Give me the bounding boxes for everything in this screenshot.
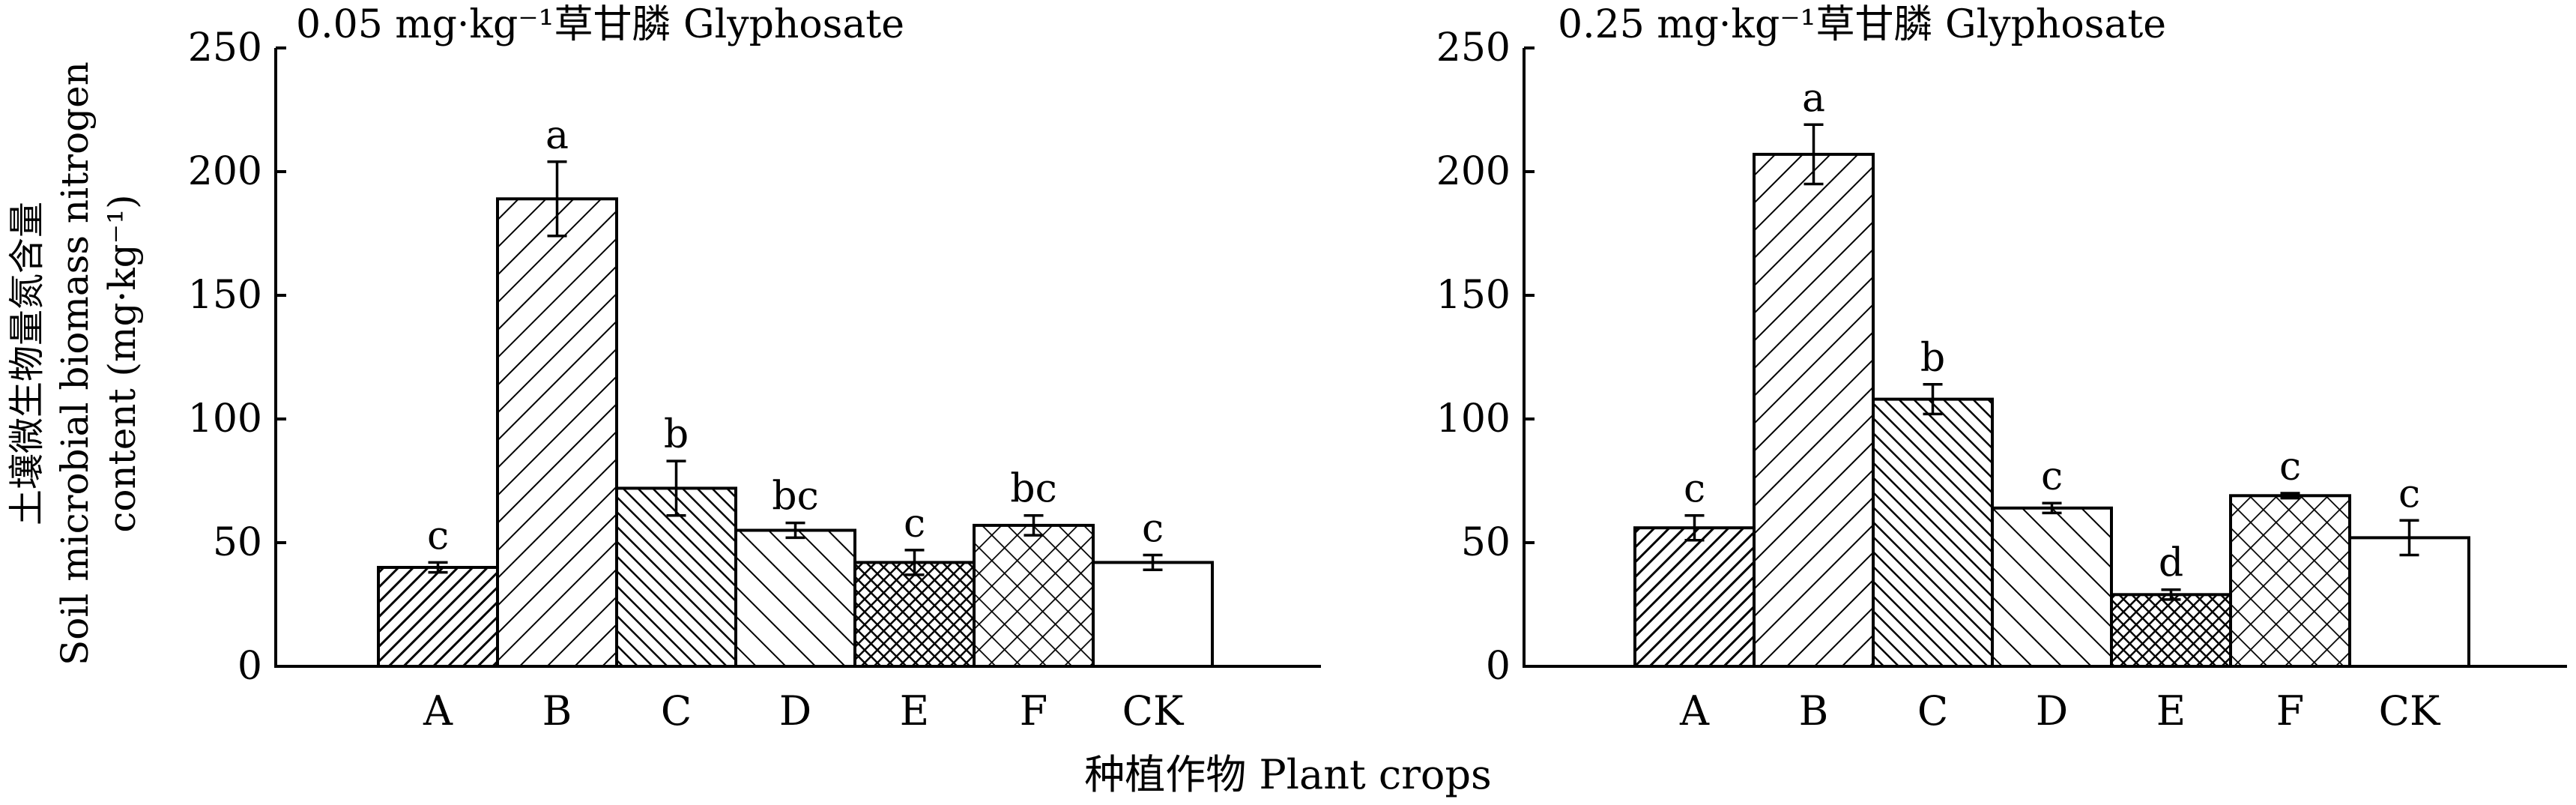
bar-CK <box>1092 561 1214 669</box>
y-tick-label: 50 <box>213 520 262 565</box>
bar-CK <box>2348 536 2470 669</box>
x-tick-label: D <box>779 687 811 735</box>
y-axis-label-en-line1: Soil microbial biomass nitrogen <box>53 61 97 666</box>
x-tick-label: E <box>900 687 929 735</box>
bar-D <box>1991 506 2113 668</box>
bar-B <box>1753 152 1875 668</box>
bar-C <box>1872 397 1994 668</box>
significance-letter: c <box>904 501 925 546</box>
x-tick-label: E <box>2156 687 2186 735</box>
panel-right: 0 50 100 150 200 250 0.25 mg·kg⁻¹草甘膦 Glyphosat… <box>1436 2 2567 735</box>
y-tick-label: 100 <box>188 397 262 441</box>
bar-E <box>853 561 976 669</box>
significance-letter: c <box>2041 454 2063 499</box>
significance-letter: c <box>1142 507 1164 552</box>
bar-B <box>496 197 618 668</box>
chart-title: 0.25 mg·kg⁻¹草甘膦 Glyphosate <box>1558 2 2166 47</box>
significance-letter: a <box>1802 76 1825 121</box>
chart-title: 0.05 mg·kg⁻¹草甘膦 Glyphosate <box>296 2 904 47</box>
significance-letter: bc <box>1010 467 1056 512</box>
x-tick-label: C <box>1917 687 1948 735</box>
panel-left: 0 50 100 150 200 250 0.05 mg·kg⁻¹草甘膦 Glyphosat… <box>188 2 1321 735</box>
x-tick-label: B <box>1799 687 1829 735</box>
x-tick-label: CK <box>1122 687 1185 735</box>
x-tick-label: F <box>2276 687 2304 735</box>
y-axis-label-cn: 土壤微生物量氮含量 <box>6 202 48 525</box>
y-tick-label: 250 <box>1436 25 1511 70</box>
y-tick-label: 200 <box>188 149 262 194</box>
significance-letter: b <box>1920 336 1945 381</box>
x-tick-label: B <box>542 687 572 735</box>
y-tick-label: 50 <box>1461 520 1511 565</box>
y-tick-label: 150 <box>188 273 262 318</box>
bar-D <box>734 528 856 668</box>
x-tick-label: D <box>2036 687 2068 735</box>
x-axis-label: 种植作物 Plant crops <box>1084 751 1491 798</box>
x-tick-label: F <box>1020 687 1047 735</box>
significance-letter: c <box>1684 467 1705 512</box>
y-tick-label: 150 <box>1436 273 1511 318</box>
significance-letter: b <box>664 412 689 457</box>
x-tick-label: A <box>1679 687 1710 735</box>
significance-letter: c <box>427 513 449 558</box>
bar-A <box>1633 526 1756 669</box>
y-tick-label: 100 <box>1436 397 1511 441</box>
y-axis-label-en-line2: content (mg·kg⁻¹) <box>100 194 144 532</box>
bar-F <box>973 523 1095 669</box>
y-tick-label: 0 <box>238 644 262 689</box>
x-tick-label: C <box>661 687 692 735</box>
bar-A <box>377 566 499 668</box>
x-tick-label: A <box>423 687 453 735</box>
significance-letter: c <box>2398 471 2420 516</box>
significance-letter: bc <box>772 474 818 519</box>
x-tick-label: CK <box>2379 687 2441 735</box>
bar-E <box>2110 593 2232 668</box>
bar-F <box>2229 494 2351 668</box>
y-tick-label: 200 <box>1436 149 1511 194</box>
y-tick-label: 0 <box>1486 644 1511 689</box>
significance-letter: a <box>545 113 569 158</box>
y-tick-label: 250 <box>188 25 262 70</box>
significance-letter: d <box>2159 541 2183 586</box>
significance-letter: c <box>2279 444 2301 489</box>
